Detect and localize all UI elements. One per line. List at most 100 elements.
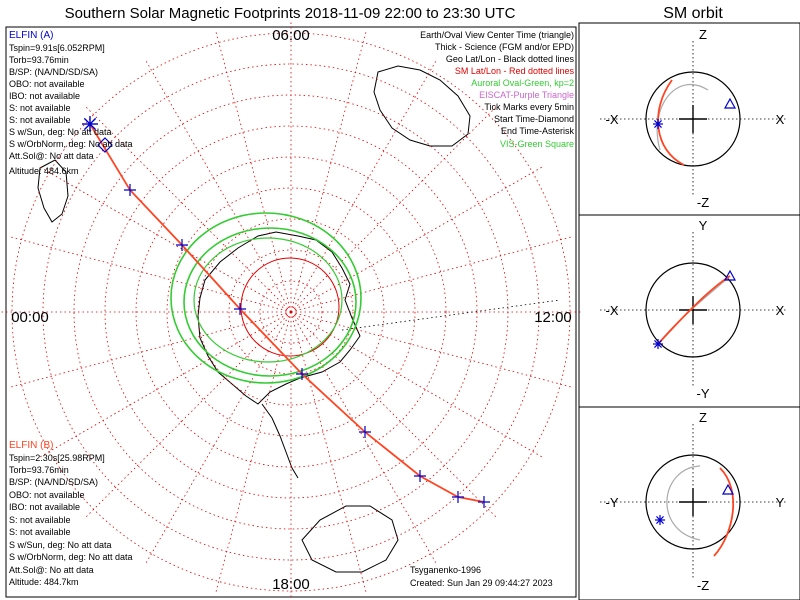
longitude-spoke xyxy=(290,60,437,313)
axis-label-right: X xyxy=(776,303,785,318)
oval-outer xyxy=(170,212,362,384)
legend-entry: Start Time-Diamond xyxy=(494,114,574,124)
orbit-panels-frame xyxy=(578,22,800,600)
start-diamond xyxy=(97,137,113,153)
elfin-b-line: IBO: not available xyxy=(9,502,80,512)
elfin-a-title: ELFIN (A) xyxy=(9,30,53,41)
mlt-label-left: 00:00 xyxy=(11,309,49,326)
end-asterisk xyxy=(83,117,97,131)
start-marker xyxy=(723,269,737,281)
longitude-spoke xyxy=(215,311,292,593)
africa-outline xyxy=(37,159,69,223)
axis-label-top: Z xyxy=(699,410,707,425)
end-marker xyxy=(656,516,664,524)
longitude-spoke xyxy=(290,236,572,313)
footprint-track xyxy=(82,116,490,508)
tick-mark xyxy=(359,426,371,438)
legend: Earth/Oval View Center Time (triangle) T… xyxy=(420,30,574,149)
elfin-a-line: Tspin=9.91s[6.052RPM] xyxy=(9,43,105,53)
elfin-a-line: Altitude: 484.6km xyxy=(9,166,79,176)
track-line xyxy=(89,123,485,503)
orbit-full xyxy=(656,83,709,151)
longitude-spoke xyxy=(85,106,292,313)
geo-meridian xyxy=(341,299,561,331)
elfin-a-line: B/SP: (NA/ND/SD/SA) xyxy=(9,67,98,77)
orbit-full xyxy=(666,465,701,541)
latitude-circle xyxy=(259,280,323,344)
latitude-circle xyxy=(135,156,447,468)
polar-grid xyxy=(1,22,581,600)
tick-mark xyxy=(124,184,136,196)
elfin-a-line: S: not available xyxy=(9,115,71,125)
longitude-spoke xyxy=(145,311,292,564)
longitude-spoke xyxy=(290,311,497,518)
legend-entry: Geo Lat/Lon - Black dotted lines xyxy=(446,54,575,64)
elfin-b-line: OBO: not available xyxy=(9,490,85,500)
elfin-a-line: Att.Sol@: No att data xyxy=(9,151,94,161)
antarctic-peninsula-outline xyxy=(261,403,299,479)
longitude-spoke xyxy=(39,166,292,313)
start-marker xyxy=(721,483,735,495)
sm-pole-circle xyxy=(240,257,340,357)
longitude-spoke xyxy=(85,311,292,518)
tick-mark xyxy=(478,496,490,508)
axis-label-bottom: -Z xyxy=(697,195,709,210)
axis-label-bottom: -Z xyxy=(697,578,709,593)
legend-entry: End Time-Asterisk xyxy=(501,126,575,136)
oval-equatorward xyxy=(193,237,343,363)
oval-inner xyxy=(183,227,357,377)
elfin-b-line: S: not available xyxy=(9,527,71,537)
south-america-outline xyxy=(301,505,399,573)
mlt-label-right: 12:00 xyxy=(534,309,572,326)
auroral-oval xyxy=(170,212,362,384)
longitude-spoke xyxy=(215,31,292,313)
legend-entry: Earth/Oval View Center Time (triangle) xyxy=(420,30,574,40)
axis-label-left: -X xyxy=(606,303,619,318)
longitude-spoke xyxy=(10,236,292,313)
latitude-circle xyxy=(197,218,385,406)
tick-mark xyxy=(414,470,426,482)
orbit-title: SM orbit xyxy=(663,5,723,22)
start-marker xyxy=(723,97,737,109)
chart-title: Southern Solar Magnetic Footprints 2018-… xyxy=(65,5,516,22)
longitude-spoke xyxy=(290,311,543,458)
antarctica-outline xyxy=(197,231,361,405)
latitude-circle xyxy=(228,249,354,375)
elfin-b-line: S: not available xyxy=(9,515,71,525)
legend-entry: Auroral Oval-Green, kp=2 xyxy=(471,78,574,88)
longitude-spoke xyxy=(290,311,572,388)
elfin-b-line: Att.Sol@: No att data xyxy=(9,565,94,575)
longitude-spoke xyxy=(290,166,543,313)
longitude-spoke xyxy=(290,311,437,564)
continent-outlines xyxy=(37,65,471,573)
orbit-segment xyxy=(657,79,685,166)
elfin-a-line: IBO: not available xyxy=(9,91,80,101)
elfin-b-title: ELFIN (B) xyxy=(9,440,53,451)
longitude-spoke xyxy=(10,311,292,388)
longitude-spoke xyxy=(290,31,367,313)
axis-label-left: -Y xyxy=(606,495,619,510)
elfin-b-line: S w/OrbNorm, deg: No att data xyxy=(9,552,133,562)
tick-mark xyxy=(452,491,464,503)
tick-mark xyxy=(176,239,188,251)
elfin-a-line: S: not available xyxy=(9,103,71,113)
orbit-panels: Z -Z -X X Y -Y -X X Z -Z -Y Y xyxy=(600,27,786,593)
elfin-b-line: S w/Sun, deg: No att data xyxy=(9,540,112,550)
legend-entry: VIS-Green Square xyxy=(500,139,574,149)
axis-label-right: X xyxy=(776,112,785,127)
legend-entry: Thick - Science (FGM and/or EPD) xyxy=(435,42,574,52)
end-marker xyxy=(654,120,662,128)
axis-label-left: -X xyxy=(606,112,619,127)
elfin-b-line: Tspin=2.30s[25.98RPM] xyxy=(9,453,105,463)
longitude-spoke xyxy=(145,60,292,313)
orbit-segment xyxy=(657,275,731,345)
elfin-a-info: ELFIN (A) Tspin=9.91s[6.052RPM] Torb=93.… xyxy=(9,30,133,176)
axis-label-top: Z xyxy=(699,27,707,42)
legend-entry: Tick Marks every 5min xyxy=(484,102,574,112)
elfin-b-line: Torb=93.76min xyxy=(9,465,69,475)
elfin-b-line: Altitude: 484.7km xyxy=(9,577,79,587)
footer: Tsyganenko-1996 Created: Sun Jan 29 09:4… xyxy=(410,565,553,588)
mlt-label-bottom: 18:00 xyxy=(272,576,310,593)
mlt-label-top: 06:00 xyxy=(272,27,310,44)
